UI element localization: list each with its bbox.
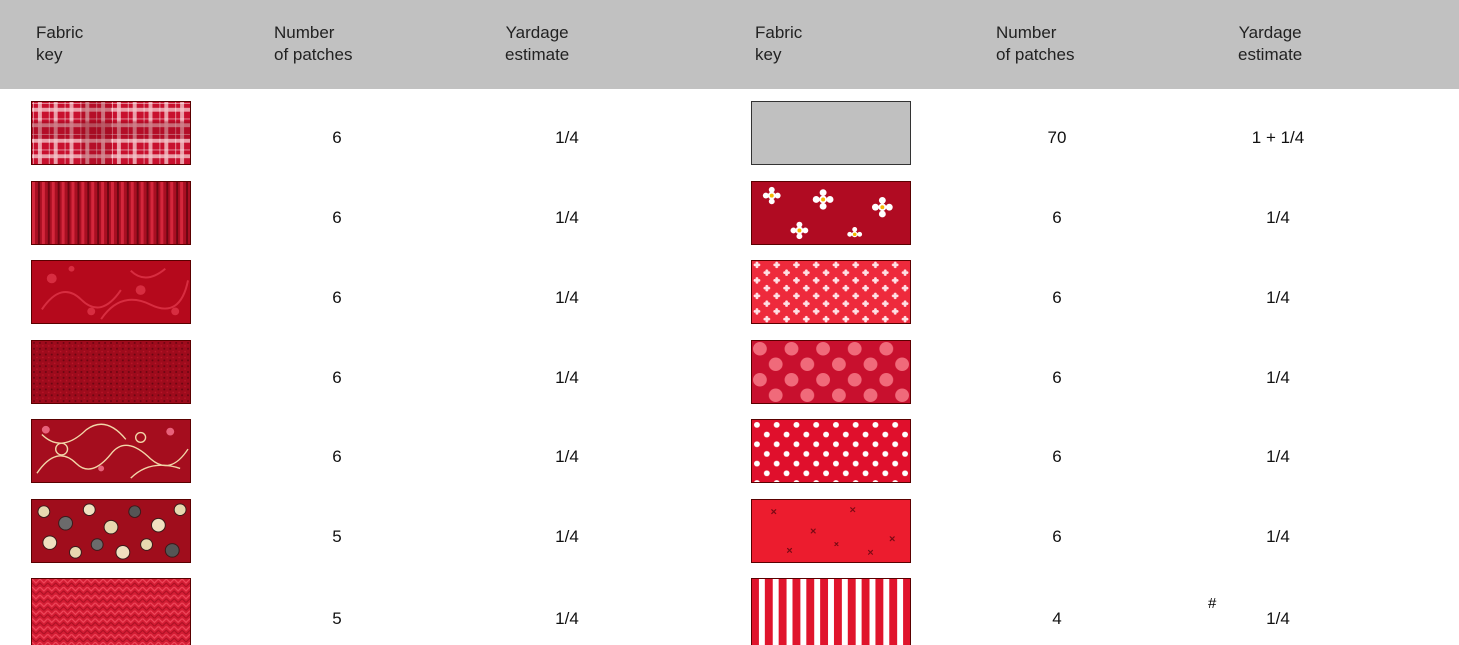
fabric-swatch <box>31 340 191 404</box>
fabric-swatch <box>31 578 191 645</box>
patch-count: 6 <box>332 447 342 466</box>
fabric-swatch <box>751 419 911 483</box>
fabric-swatch <box>31 419 191 483</box>
patch-count: 6 <box>332 208 342 227</box>
patch-count: 6 <box>1052 447 1062 466</box>
yardage-estimate: 1/4 <box>1266 527 1290 546</box>
yardage-estimate: 1/4 <box>1266 368 1290 387</box>
table-header: Fabric key Number of patches Yardage est… <box>0 0 1459 89</box>
header-fabric-key-left: Fabric key <box>36 23 84 64</box>
patch-count: 5 <box>332 527 342 546</box>
yardage-estimate: 1/4 <box>555 447 579 466</box>
yardage-estimate: 1/4 <box>555 609 579 628</box>
fabric-swatch <box>31 499 191 563</box>
fabric-swatch <box>751 101 911 165</box>
fabric-swatch <box>31 260 191 324</box>
patch-count: 6 <box>1052 208 1062 227</box>
patch-count: 6 <box>1052 368 1062 387</box>
patch-count: 6 <box>332 288 342 307</box>
yardage-estimate: 1/4 <box>555 368 579 387</box>
yardage-estimate: 1/4 <box>1266 288 1290 307</box>
header-patches-left: Number of patches <box>274 23 353 64</box>
yardage-estimate: 1/4 <box>555 208 579 227</box>
yardage-estimate: 1/4 <box>555 128 579 147</box>
fabric-swatch <box>751 260 911 324</box>
header-yardage-right: Yardage estimate <box>1238 23 1303 64</box>
yardage-estimate: 1 + 1/4 <box>1251 128 1305 147</box>
patch-count: 6 <box>1052 527 1062 546</box>
yardage-estimate: 1/4 <box>1266 609 1290 628</box>
patch-count: 5 <box>332 609 342 628</box>
patch-count: 70 <box>1047 128 1067 147</box>
header-patches-right: Number of patches <box>996 23 1075 64</box>
header-yardage-left: Yardage estimate <box>505 23 570 64</box>
fabric-swatch <box>751 181 911 245</box>
yardage-estimate: 1/4 <box>1266 208 1290 227</box>
yardage-estimate: 1/4 <box>555 288 579 307</box>
patch-count: 6 <box>1052 288 1062 307</box>
yardage-estimate: 1/4 <box>555 527 579 546</box>
patch-count: 6 <box>332 368 342 387</box>
footnote-marker: # <box>1208 595 1217 612</box>
fabric-swatch <box>751 340 911 404</box>
patch-count: 4 <box>1052 609 1062 628</box>
fabric-swatch <box>751 499 911 563</box>
fabric-swatch <box>751 578 911 645</box>
yardage-estimate: 1/4 <box>1266 447 1290 466</box>
fabric-swatch <box>31 101 191 165</box>
patch-count: 6 <box>332 128 342 147</box>
header-fabric-key-right: Fabric key <box>755 23 803 64</box>
fabric-swatch <box>31 181 191 245</box>
